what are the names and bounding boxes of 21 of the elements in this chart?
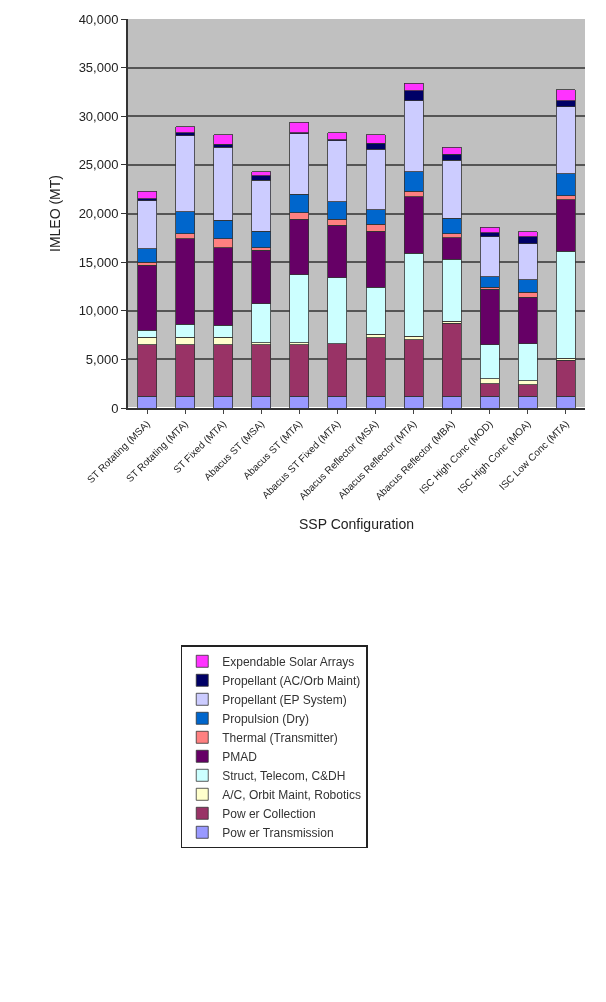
legend-label: Expendable Solar Arrays	[222, 654, 355, 669]
y-tick-label: 25,000	[78, 157, 119, 173]
legend-label: Pow er Collection	[222, 806, 316, 821]
legend-label: Struct, Telecom, C&DH	[222, 768, 346, 783]
legend-label: Propulsion (Dry)	[222, 711, 309, 726]
legend-label: Propellant (EP System)	[222, 692, 347, 707]
legend-label: Pow er Transmission	[222, 825, 334, 840]
legend-label: A/C, Orbit Maint, Robotics	[222, 787, 361, 802]
y-tick-label: 35,000	[78, 60, 119, 76]
y-tick-label: 15,000	[78, 254, 119, 270]
y-tick-label: 5,000	[85, 351, 119, 367]
legend-label: Thermal (Transmitter)	[222, 730, 338, 745]
y-tick-label: 10,000	[78, 303, 119, 319]
legend-label: PMAD	[222, 749, 258, 764]
y-tick-label: 0	[111, 400, 119, 416]
x-axis-title: SSP Configuration	[299, 515, 414, 532]
y-tick-label: 20,000	[78, 206, 119, 222]
y-axis-title: IMLEO (MT)	[46, 175, 63, 252]
y-tick-label: 30,000	[78, 108, 119, 124]
y-tick-label: 40,000	[78, 11, 119, 27]
legend-label: Propellant (AC/Orb Maint)	[222, 673, 361, 688]
